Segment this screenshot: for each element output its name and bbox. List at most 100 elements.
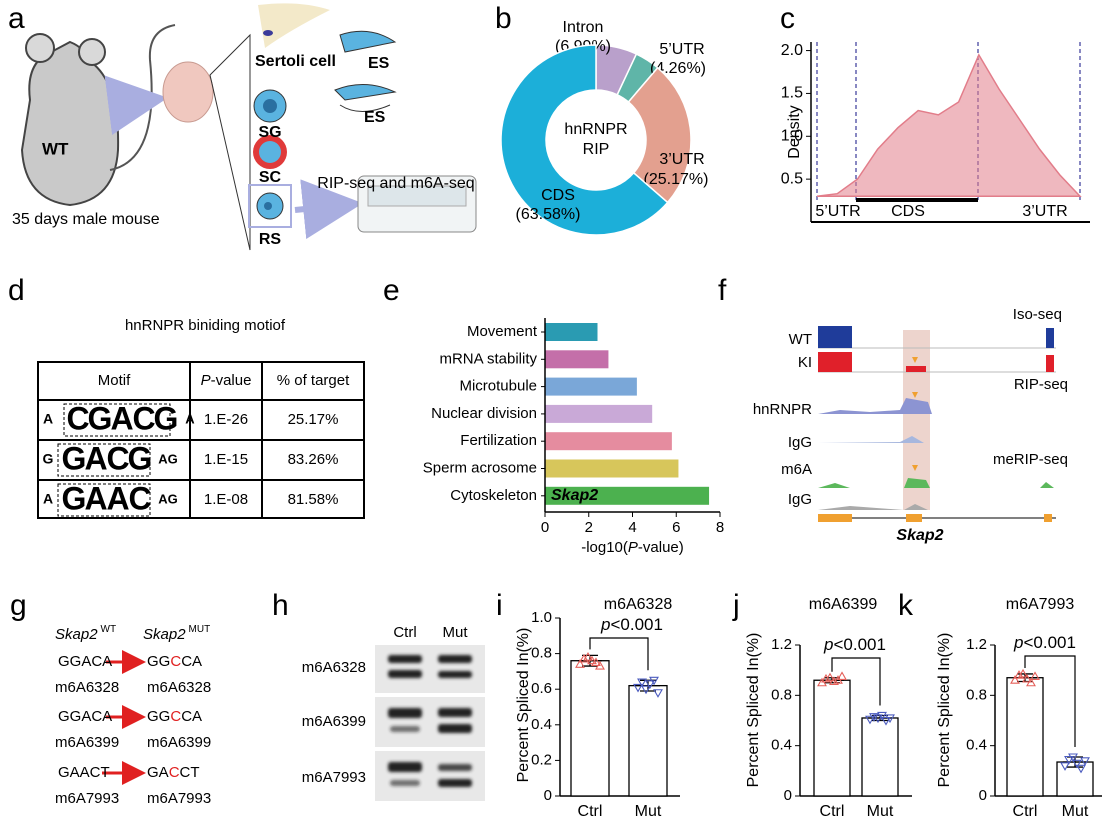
data-point	[653, 689, 663, 698]
x-axis-label: -log10(P-value)	[581, 539, 684, 556]
table-cell: 83.26%	[288, 451, 339, 468]
x-axis-label-part: P	[628, 539, 638, 556]
allele-header-part: Skap2	[55, 626, 98, 643]
data-point	[645, 680, 655, 689]
wt-sequence: GAACT	[58, 764, 110, 781]
category-label: Nuclear division	[431, 405, 537, 422]
significance-bracket	[1024, 655, 1076, 747]
data-point	[633, 683, 643, 693]
panel-label: d	[8, 274, 25, 307]
data-point	[1060, 762, 1070, 771]
x-tick-label: 8	[716, 519, 724, 536]
table-cell: 1.E-15	[204, 451, 248, 468]
table-title: hnRNPR biniding motiof	[125, 317, 286, 334]
bar	[570, 660, 610, 797]
table-header-part: -value	[211, 372, 252, 389]
data-point	[1072, 759, 1082, 769]
y-tick-label: 1.2	[771, 636, 792, 653]
bar	[545, 404, 653, 423]
track-label: m6A	[781, 461, 812, 478]
data-point	[641, 685, 651, 695]
data-point	[575, 659, 585, 668]
bar	[545, 459, 679, 478]
data-point	[587, 655, 597, 665]
chart-title: m6A6399	[809, 596, 878, 613]
bar	[545, 350, 609, 369]
category-label: Fertilization	[460, 432, 537, 449]
motif-letter: G	[62, 480, 87, 516]
table-cell: 1.E-26	[204, 411, 248, 428]
table-header: % of target	[277, 372, 350, 389]
slice-value-label: (63.58%)	[516, 206, 581, 223]
category-label: Cytoskeleton	[450, 487, 537, 504]
significance-label: p<0.001	[600, 615, 663, 634]
y-tick-label: 0.4	[531, 716, 552, 733]
bar	[545, 377, 637, 396]
panel-label: g	[10, 589, 27, 622]
data-point	[1014, 670, 1024, 679]
mut-sequence-part: CT	[180, 764, 200, 781]
y-tick-label: 0.8	[531, 645, 552, 662]
bar	[1006, 677, 1044, 797]
row-label: m6A6328	[302, 659, 366, 676]
mut-sequence-part: C	[170, 708, 181, 725]
caption: 35 days male mouse	[12, 211, 160, 228]
data-point	[881, 716, 891, 726]
allele-header-part: MUT	[189, 624, 211, 635]
motif-letter: C	[132, 400, 155, 436]
site-name: m6A6328	[147, 679, 211, 696]
x-tick-label: 2	[585, 519, 593, 536]
data-point	[583, 652, 593, 661]
panel-label: i	[496, 589, 503, 622]
y-axis-label: Percent Spliced In(%)	[745, 633, 762, 788]
cell-label: SC	[259, 169, 282, 186]
data-point	[829, 676, 839, 686]
slice-label: 3’UTR	[659, 151, 704, 168]
y-axis-label: Percent Spliced In(%)	[936, 633, 953, 788]
bar	[545, 432, 672, 451]
y-axis-label: Density	[786, 105, 803, 158]
allele-header-part: WT	[101, 624, 117, 635]
gene-label: Skap2	[896, 527, 943, 544]
track-label: IgG	[788, 491, 812, 508]
y-tick-label: 1.0	[781, 128, 803, 145]
data-point	[825, 672, 835, 682]
motif-letter: C	[128, 480, 151, 516]
region-label: 3’UTR	[1022, 203, 1067, 220]
y-tick-label: 0.8	[771, 686, 792, 703]
mut-sequence: GGCCA	[147, 653, 202, 670]
table-header: P-value	[201, 372, 252, 389]
method-label: Iso-seq	[1013, 306, 1062, 323]
data-point	[591, 657, 601, 667]
significance-label: p<0.001	[1013, 633, 1076, 652]
data-point	[1080, 757, 1090, 766]
y-tick-label: 1.5	[781, 85, 803, 102]
mut-sequence-part: GG	[147, 653, 170, 670]
significance-label-part: <0.001	[610, 615, 662, 634]
significance-label: p<0.001	[823, 635, 886, 654]
category-label: Sperm acrosome	[423, 459, 537, 476]
cell-label: RS	[259, 231, 282, 248]
center-label: RIP	[583, 141, 610, 158]
x-tick-label: 6	[672, 519, 680, 536]
motif-letter: A	[110, 400, 133, 436]
x-axis-label-part: -value)	[638, 539, 684, 556]
y-tick-label: 0	[979, 787, 987, 804]
region-label: CDS	[891, 203, 925, 220]
panel-label: a	[8, 2, 25, 35]
allele-header: Skap2 WT	[55, 624, 116, 643]
y-tick-label: 0	[544, 787, 552, 804]
data-point	[637, 678, 647, 688]
table-cell: 81.58%	[288, 491, 339, 508]
x-tick-label: Ctrl	[1013, 803, 1038, 820]
category-label: Microtubule	[459, 378, 537, 395]
x-tick-label: Ctrl	[820, 803, 845, 820]
data-point	[579, 653, 589, 663]
y-tick-label: 0.4	[771, 737, 792, 754]
significance-label-part: p	[823, 635, 833, 654]
density-area	[816, 53, 1082, 198]
mut-sequence: GACCT	[147, 764, 200, 781]
mut-sequence-part: CA	[181, 708, 202, 725]
track-label: WT	[789, 331, 812, 348]
bar	[545, 323, 598, 341]
